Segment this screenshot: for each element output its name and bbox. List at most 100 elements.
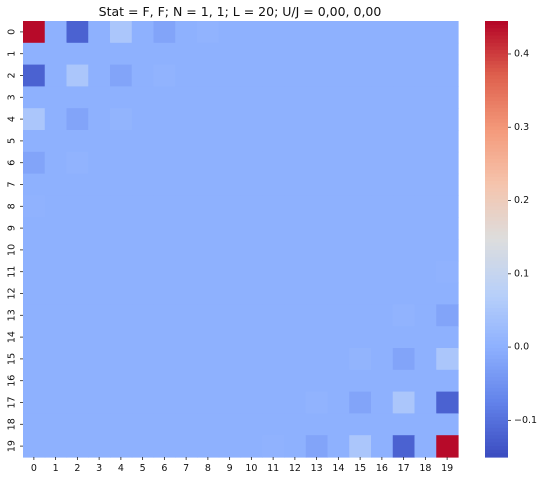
heatmap-cell [131,282,155,305]
colorbar-segment [485,155,508,160]
heatmap-cell [131,64,155,87]
heatmap-cell [436,42,459,66]
heatmap-cell [349,173,372,196]
heatmap-cell [23,369,46,393]
heatmap-cell [349,217,372,240]
heatmap-cell [218,348,242,371]
heatmap-cell [110,435,133,458]
heatmap-cell [392,369,416,393]
heatmap-cell [110,42,133,66]
heatmap-cell [240,42,263,66]
heatmap-cell [175,369,198,393]
heatmap-cell [262,369,285,393]
heatmap-cell [392,86,416,109]
heatmap-cell [327,348,350,371]
heatmap-cell [175,86,198,109]
heatmap-cell [175,195,198,218]
heatmap-cell [436,21,459,44]
heatmap-cell [284,195,307,218]
colorbar-segment [485,75,508,80]
heatmap-cell [23,173,46,196]
heatmap-cell [44,86,68,109]
heatmap-cell [66,130,89,153]
heatmap-cell [131,151,155,175]
colorbar-segment [485,57,508,62]
heatmap-cell [197,151,220,175]
y-tick-label: 7 [7,181,18,187]
heatmap-cell [131,173,155,196]
heatmap-cell [88,217,111,240]
heatmap-cell [153,108,176,131]
heatmap-cell [44,435,68,458]
colorbar-tick-label: −0.1 [514,415,537,426]
heatmap-cell [327,326,350,349]
colorbar-segment [485,260,508,266]
heatmap-cell [153,151,176,175]
heatmap-cell [240,369,263,393]
colorbar-segment [485,144,508,149]
heatmap-cell [327,64,350,87]
colorbar-segment [485,188,508,193]
x-tick-label: 9 [227,463,233,474]
heatmap-cell [371,435,394,458]
colorbar-segment [485,90,508,95]
heatmap-cell [371,304,394,327]
colorbar-segment [485,115,508,120]
colorbar-segment [485,318,508,324]
x-tick-label: 0 [31,463,37,474]
heatmap-cell [436,369,459,393]
heatmap-cell [23,64,46,87]
heatmap-cell [131,435,155,458]
heatmap-cell [262,151,285,175]
heatmap-cell [153,130,176,153]
colorbar-segment [485,213,508,218]
heatmap-cell [392,108,416,131]
heatmap-cell [414,326,437,349]
heatmap-cell [436,108,459,131]
heatmap-cell [371,369,394,393]
heatmap-cell [66,282,89,305]
heatmap-cell [218,239,242,262]
heatmap-cell [349,369,372,393]
colorbar-segment [485,24,508,29]
colorbar-segment [485,21,508,26]
colorbar-segment [485,333,508,338]
y-tick-label: 18 [7,418,18,430]
heatmap-cell [240,64,263,87]
colorbar-segment [485,224,508,229]
heatmap-cell [88,173,111,196]
heatmap-cell [88,21,111,44]
colorbar-segment [485,202,508,207]
heatmap-cell [349,304,372,327]
heatmap-cell [44,239,68,262]
heatmap-cell [414,239,437,262]
colorbar-segment [485,169,508,175]
heatmap-cell [284,21,307,44]
heatmap-cell [240,435,263,458]
colorbar-segment [485,366,508,371]
colorbar-segment [485,104,508,109]
heatmap-cell [392,413,416,436]
heatmap-cell [305,413,329,436]
heatmap-cell [436,435,459,458]
heatmap-cell [197,217,220,240]
colorbar-segment [485,97,508,102]
heatmap-cell [349,413,372,436]
heatmap-cell [284,239,307,262]
heatmap-cell [371,195,394,218]
heatmap-cell [218,326,242,349]
colorbar-segment [485,402,508,407]
heatmap-cell [153,173,176,196]
heatmap-cell [88,64,111,87]
colorbar-segment [485,322,508,327]
heatmap-cell [392,391,416,414]
heatmap-cell [197,391,220,414]
heatmap-cell [218,217,242,240]
heatmap-cell [392,64,416,87]
y-tick-label: 14 [7,331,18,343]
heatmap-cell [240,239,263,262]
heatmap-cell [88,413,111,436]
x-axis: 0 1 2 3 4 5 6 7 8 9 10 11 12 13 14 15 16 17 18 19 [31,457,453,474]
heatmap-cell [262,64,285,87]
